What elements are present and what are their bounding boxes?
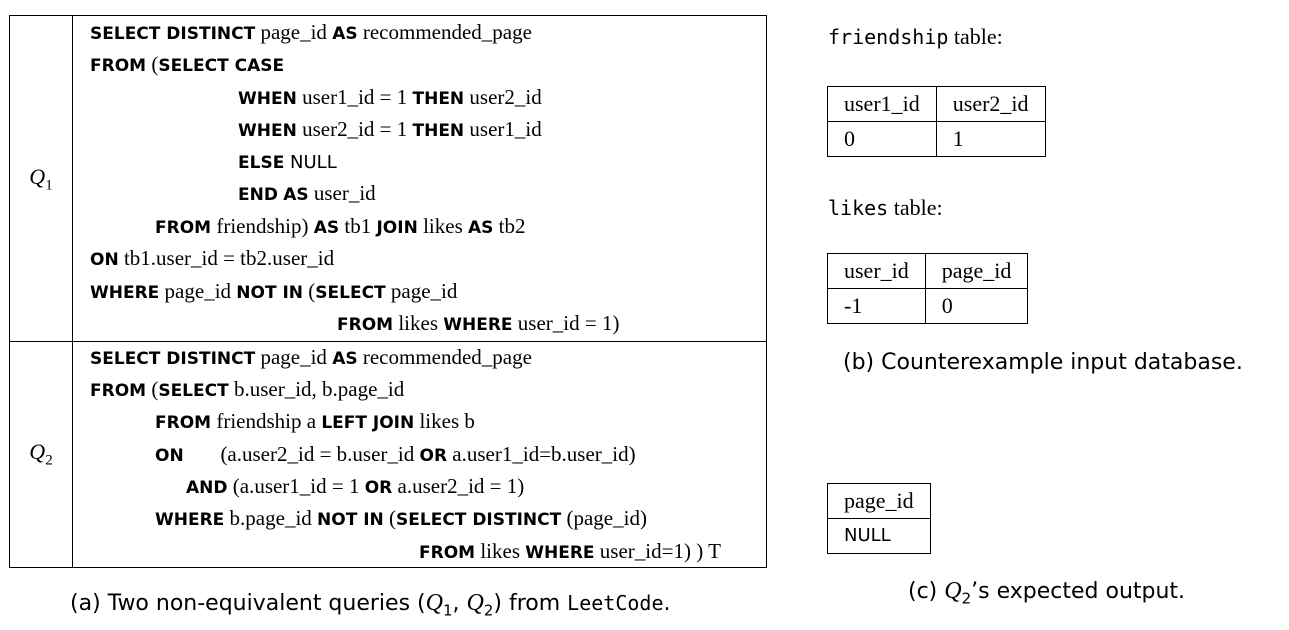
- q2-line-1: SELECT DISTINCT page_id AS recommended_p…: [90, 345, 532, 369]
- q2-line-6: WHERE b.page_id NOT IN (SELECT DISTINCT …: [155, 506, 647, 530]
- queries-table: Q1 SELECT DISTINCT page_id AS recommende…: [9, 15, 767, 568]
- table-header-row: user_id page_id: [827, 253, 1029, 289]
- expected-output-table: page_id NULL: [827, 483, 931, 554]
- column-header: page_id: [924, 253, 1029, 289]
- q1-line-1: SELECT DISTINCT page_id AS recommended_p…: [90, 20, 532, 44]
- q1-line-2: FROM (SELECT CASE: [90, 52, 285, 76]
- column-divider: [72, 341, 73, 567]
- friendship-table-title: friendship table:: [828, 24, 1003, 49]
- caption-a: (a) Two non-equivalent queries (Q1, Q2) …: [70, 590, 671, 620]
- caption-c: (c) Q2’s expected output.: [908, 578, 1186, 608]
- table-row: 0 1: [827, 121, 1046, 157]
- column-divider: [72, 16, 73, 341]
- q1-line-8: ON tb1.user_id = tb2.user_id: [90, 246, 335, 270]
- q2-line-4: ON (a.user2_id = b.user_id OR a.user1_id…: [155, 442, 636, 466]
- table-cell: 1: [935, 121, 1046, 157]
- likes-table-title: likes table:: [828, 195, 943, 220]
- q1-line-9: WHERE page_id NOT IN (SELECT page_id: [90, 279, 458, 303]
- likes-table: user_id page_id -1 0: [827, 253, 1029, 324]
- table-row: NULL: [827, 518, 931, 554]
- q2-line-2: FROM (SELECT b.user_id, b.page_id: [90, 377, 405, 401]
- column-header: page_id: [827, 483, 931, 519]
- query-row-q2: Q2 SELECT DISTINCT page_id AS recommende…: [10, 341, 766, 567]
- column-header: user2_id: [935, 86, 1046, 122]
- caption-b: (b) Counterexample input database.: [843, 350, 1243, 375]
- q1-line-3: WHEN user1_id = 1 THEN user2_id: [238, 85, 542, 109]
- table-row: -1 0: [827, 288, 1029, 324]
- table-cell: NULL: [827, 518, 931, 554]
- q1-line-6: END AS user_id: [238, 181, 376, 205]
- q1-label: Q1: [29, 164, 53, 194]
- q2-line-7: FROM likes WHERE user_id=1) ) T: [419, 539, 721, 563]
- friendship-table: user1_id user2_id 0 1: [827, 86, 1046, 157]
- q1-line-10: FROM likes WHERE user_id = 1): [337, 311, 620, 335]
- column-header: user1_id: [827, 86, 937, 122]
- query-row-q1: Q1 SELECT DISTINCT page_id AS recommende…: [10, 16, 766, 342]
- table-cell: 0: [827, 121, 937, 157]
- table-header-row: user1_id user2_id: [827, 86, 1046, 122]
- table-cell: -1: [827, 288, 926, 324]
- q2-line-5: AND (a.user1_id = 1 OR a.user2_id = 1): [186, 474, 525, 498]
- table-cell: 0: [924, 288, 1029, 324]
- column-header: user_id: [827, 253, 926, 289]
- q2-label: Q2: [29, 439, 53, 469]
- q1-line-4: WHEN user2_id = 1 THEN user1_id: [238, 117, 542, 141]
- q2-line-3: FROM friendship a LEFT JOIN likes b: [155, 409, 475, 433]
- table-header-row: page_id: [827, 483, 931, 519]
- q1-line-5: ELSE NULL: [238, 152, 337, 173]
- q1-line-7: FROM friendship) AS tb1 JOIN likes AS tb…: [155, 214, 526, 238]
